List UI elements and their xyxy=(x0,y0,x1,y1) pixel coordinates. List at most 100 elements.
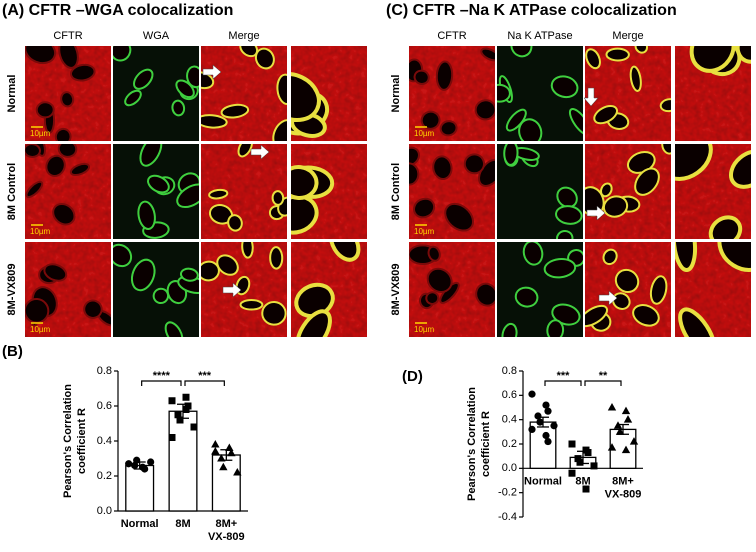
lumen xyxy=(291,72,321,123)
data-point xyxy=(176,416,184,424)
lumen xyxy=(69,162,91,176)
micrograph xyxy=(585,144,671,239)
lumen xyxy=(220,103,250,119)
lumen xyxy=(593,104,619,125)
lumen xyxy=(659,98,671,113)
lumen xyxy=(426,267,453,294)
x-tick-label: 8M+ VX-809 xyxy=(208,518,245,543)
lumen xyxy=(735,46,751,64)
lumen xyxy=(113,243,133,268)
data-point xyxy=(615,427,625,435)
lumen xyxy=(475,282,495,307)
data-point xyxy=(528,390,536,398)
bar xyxy=(125,464,155,512)
arrow xyxy=(598,290,618,306)
data-point xyxy=(534,412,542,420)
micrograph xyxy=(675,144,751,239)
lumen xyxy=(649,275,668,305)
lumen xyxy=(241,242,254,259)
lumen xyxy=(254,47,275,70)
lumen xyxy=(83,299,103,319)
y-tick-label: 0.8 xyxy=(97,365,112,377)
micrograph xyxy=(497,144,583,239)
data-point xyxy=(584,449,592,457)
lumen xyxy=(543,257,577,279)
significance-bracket xyxy=(141,380,182,386)
data-point xyxy=(568,440,576,448)
arrow xyxy=(250,144,270,160)
data-point xyxy=(568,469,576,477)
lumen xyxy=(25,46,57,65)
micrograph xyxy=(25,242,111,337)
x-tick-label-line: Normal xyxy=(524,475,562,487)
lumen xyxy=(675,242,698,273)
y-axis-label: Pearson's Correlation xyxy=(466,387,478,501)
scale-bar-label: 10µm xyxy=(414,129,435,138)
arrow xyxy=(222,282,242,298)
lumen xyxy=(632,304,660,327)
significance-label: **** xyxy=(153,370,171,382)
row-label: 8M-VX809 xyxy=(6,264,18,316)
significance-bracket xyxy=(544,380,582,386)
lumen xyxy=(201,114,228,129)
data-point xyxy=(542,431,550,440)
lumen xyxy=(602,195,629,218)
significance-bracket xyxy=(184,380,225,386)
lumen xyxy=(409,162,420,186)
x-tick-label-line: 8M xyxy=(175,518,190,530)
lumen xyxy=(227,214,243,232)
arrow xyxy=(202,64,222,80)
scale-bar-label: 10µm xyxy=(414,227,435,236)
lumen xyxy=(295,309,332,337)
row-label: Normal xyxy=(6,75,18,113)
row-label: Normal xyxy=(390,75,402,113)
data-point xyxy=(219,462,228,471)
lumen xyxy=(605,47,630,62)
lumen xyxy=(147,174,170,194)
data-point xyxy=(147,458,155,466)
data-point xyxy=(536,418,544,426)
x-tick-label-line: VX-809 xyxy=(605,488,642,500)
scale-bar-label: 10µm xyxy=(30,325,51,334)
lumen xyxy=(425,291,440,305)
data-point xyxy=(217,454,226,462)
micrograph xyxy=(675,242,751,337)
lumen xyxy=(555,230,574,239)
lumen xyxy=(551,303,581,326)
lumen xyxy=(585,48,601,70)
micrograph xyxy=(113,144,199,239)
lumen xyxy=(550,75,579,99)
significance-bracket xyxy=(584,380,622,386)
micrograph xyxy=(585,242,671,337)
significance-label: *** xyxy=(557,370,571,382)
data-point xyxy=(574,455,582,463)
micrograph xyxy=(497,46,583,141)
data-point xyxy=(590,462,598,470)
x-tick-label: 8M xyxy=(575,475,590,487)
data-point xyxy=(211,447,220,455)
micrograph xyxy=(291,144,367,239)
lumen xyxy=(291,194,319,235)
data-point xyxy=(168,397,176,405)
x-tick-label: 8M+ VX-809 xyxy=(605,475,642,500)
column-header: Na K ATPase xyxy=(507,30,572,42)
row-label: 8M Control xyxy=(6,163,18,220)
data-point xyxy=(133,456,141,464)
lumen xyxy=(164,321,184,337)
data-point xyxy=(542,401,550,409)
lumen xyxy=(58,46,79,69)
data-point xyxy=(225,443,234,451)
lumen xyxy=(237,144,253,158)
arrow xyxy=(586,205,606,221)
data-point xyxy=(211,440,220,448)
micrograph xyxy=(409,46,495,141)
lumen xyxy=(139,144,163,167)
lumen xyxy=(69,63,96,82)
data-point xyxy=(125,460,133,468)
lumen xyxy=(413,69,430,85)
lumen xyxy=(602,248,618,266)
lumen xyxy=(57,144,78,158)
lumen xyxy=(171,99,186,117)
lumen xyxy=(568,107,583,136)
